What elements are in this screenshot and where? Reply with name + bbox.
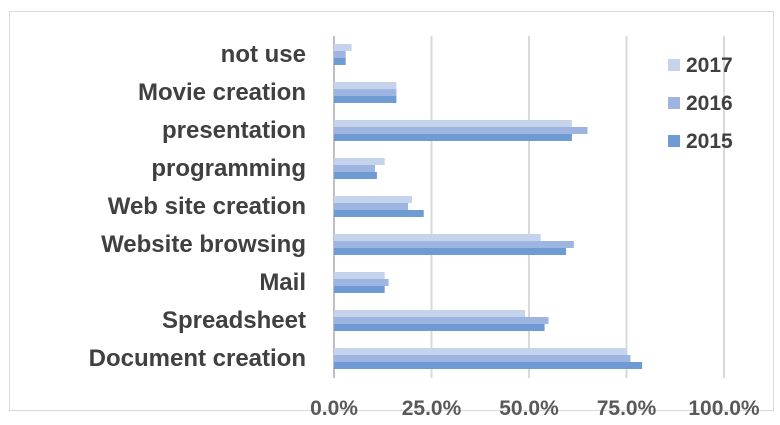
bar-2017	[334, 158, 385, 165]
chart-frame	[9, 11, 774, 411]
legend: 2017 2016 2015	[668, 54, 733, 153]
category-label: programming	[151, 155, 306, 182]
category-label: not use	[221, 41, 306, 68]
x-tick-label: 75.0%	[597, 397, 657, 420]
bar-2017	[334, 44, 352, 51]
x-tick-label: 25.0%	[402, 397, 462, 420]
bar-2016	[334, 165, 375, 172]
category-label: presentation	[162, 117, 306, 144]
bar-2017	[334, 310, 526, 317]
bar-2015	[334, 134, 572, 141]
legend-label: 2015	[686, 130, 733, 153]
bar-2016	[334, 203, 409, 210]
bar-2017	[334, 196, 412, 203]
legend-label: 2017	[686, 54, 733, 77]
bar-2016	[334, 279, 389, 286]
x-tick-label: 50.0%	[499, 397, 559, 420]
bar-2016	[334, 355, 631, 362]
x-tick-label: 100.0%	[688, 397, 760, 420]
bar-2015	[334, 248, 567, 255]
bars	[334, 44, 643, 369]
x-tick-label: 0.0%	[310, 397, 358, 420]
bar-2017	[334, 234, 541, 241]
category-label: Mail	[259, 269, 306, 296]
legend-swatch	[668, 135, 680, 147]
legend-swatch	[668, 97, 680, 109]
category-label: Spreadsheet	[162, 307, 306, 334]
bar-2016	[334, 89, 397, 96]
category-label: Document creation	[89, 345, 306, 372]
bar-2016	[334, 127, 588, 134]
bar-2015	[334, 172, 377, 179]
bar-2017	[334, 82, 397, 89]
category-label: Web site creation	[108, 193, 306, 220]
bar-2017	[334, 272, 385, 279]
x-tick-labels: 0.0% 25.0% 50.0% 75.0% 100.0%	[310, 397, 760, 420]
legend-swatch	[668, 59, 680, 71]
legend-label: 2016	[686, 92, 733, 115]
bar-2017	[334, 348, 627, 355]
bar-2015	[334, 58, 346, 65]
category-labels: not use Movie creation presentation program…	[89, 41, 306, 372]
bar-2015	[334, 324, 545, 331]
bar-2016	[334, 317, 549, 324]
bar-2017	[334, 120, 572, 127]
bar-2015	[334, 210, 424, 217]
bar-2015	[334, 96, 397, 103]
category-label: Movie creation	[138, 79, 306, 106]
bar-2015	[334, 362, 643, 369]
bar-2016	[334, 241, 574, 248]
bar-2015	[334, 286, 385, 293]
category-label: Website browsing	[101, 231, 306, 258]
bar-2016	[334, 51, 346, 58]
